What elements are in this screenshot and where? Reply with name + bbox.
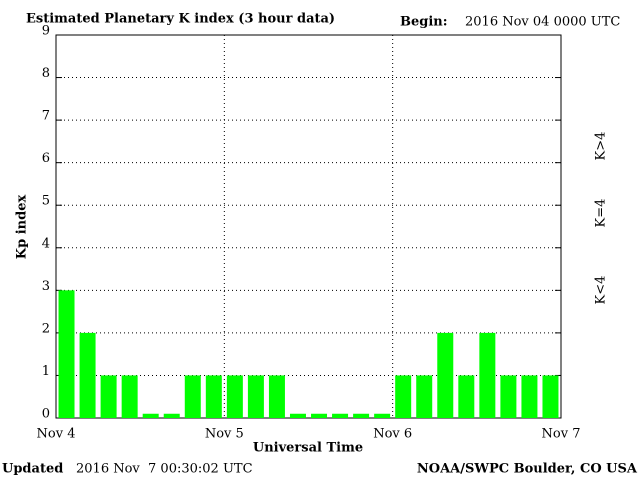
y-tick-label: 8: [42, 66, 50, 81]
bar: [500, 375, 517, 418]
bar: [226, 375, 243, 418]
source: NOAA/SWPC Boulder, CO USA: [417, 462, 638, 477]
legend-entry: K>4: [594, 132, 609, 161]
x-tick-label: Nov 5: [205, 427, 244, 442]
begin-value: 2016 Nov 04 0000 UTC: [465, 15, 620, 30]
bar: [521, 375, 538, 418]
y-tick-label: 6: [42, 151, 50, 166]
bar: [374, 413, 391, 418]
begin-label: Begin:: [400, 15, 448, 30]
x-tick-label: Nov 6: [373, 427, 412, 442]
y-tick-label: 9: [42, 24, 50, 39]
bar: [353, 413, 370, 418]
bar: [289, 413, 306, 418]
bar: [395, 375, 412, 418]
bar: [121, 375, 138, 418]
bar: [332, 413, 349, 418]
bar: [458, 375, 475, 418]
bar: [163, 413, 180, 418]
x-axis-label: Universal Time: [253, 441, 363, 456]
updated-label: Updated: [2, 462, 63, 477]
bar: [437, 332, 454, 418]
bar: [142, 413, 159, 418]
y-tick-label: 7: [42, 109, 50, 124]
y-axis-label: Kp index: [15, 195, 30, 260]
x-tick-label: Nov 4: [37, 427, 76, 442]
bar: [184, 375, 201, 418]
bar: [542, 375, 559, 418]
legend-entry: K=4: [594, 199, 609, 228]
y-tick-label: 3: [42, 279, 50, 294]
bar: [58, 290, 75, 418]
x-tick-label: Nov 7: [542, 427, 581, 442]
bar: [268, 375, 285, 418]
legend-entry: K<4: [594, 276, 609, 305]
bar: [79, 332, 96, 418]
y-tick-label: 5: [42, 194, 50, 209]
updated-value: 2016 Nov 7 00:30:02 UTC: [76, 462, 253, 477]
y-tick-label: 1: [42, 364, 50, 379]
y-tick-label: 4: [42, 236, 50, 251]
y-tick-label: 0: [42, 407, 50, 422]
bar: [416, 375, 433, 418]
bar: [247, 375, 264, 418]
bar: [479, 332, 496, 418]
plot-frame: [55, 34, 562, 419]
chart-title: Estimated Planetary K index (3 hour data…: [26, 12, 335, 27]
y-tick-label: 2: [42, 321, 50, 336]
bar: [100, 375, 117, 418]
bar: [205, 375, 222, 418]
bar: [311, 413, 328, 418]
